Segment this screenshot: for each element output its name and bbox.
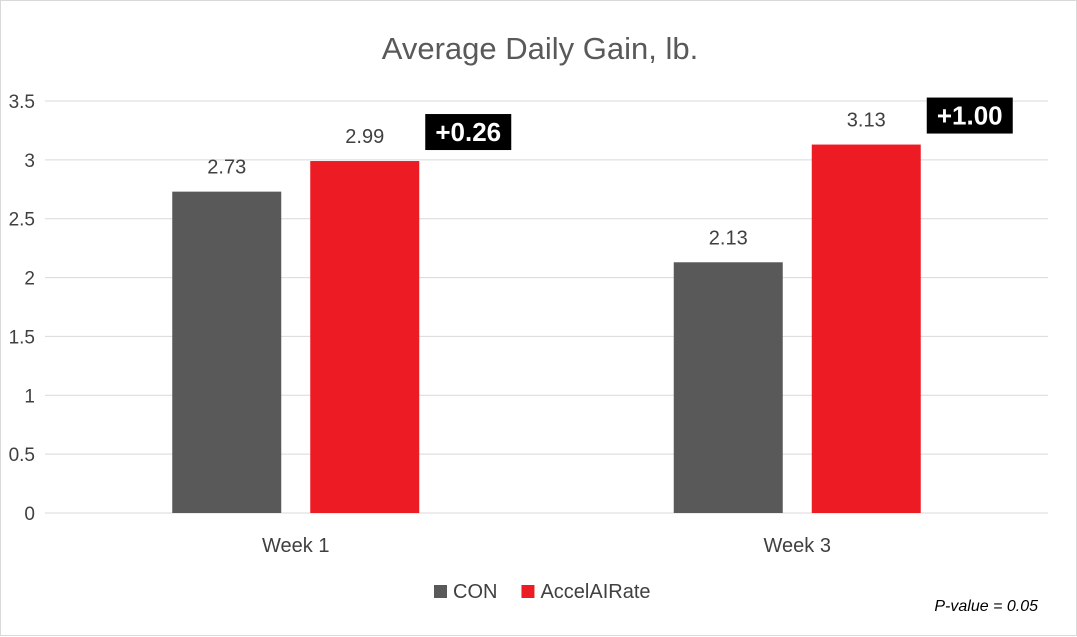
difference-badges: +0.26 +1.00 (425, 97, 1013, 151)
difference-value: +0.26 (435, 117, 501, 147)
legend-swatch (434, 585, 447, 598)
difference-badge: +1.00 (926, 97, 1013, 134)
legend-swatch (521, 585, 535, 598)
y-tick-label: 1.5 (9, 327, 35, 348)
legend-label: AccelAIRate (540, 581, 650, 603)
y-tick-label: 0 (24, 504, 35, 525)
difference-badge-bg (926, 97, 1013, 134)
bar-accelairate-week-1 (310, 161, 420, 513)
x-tick-label: Week 1 (262, 535, 329, 557)
y-tick-label: 0.5 (9, 445, 35, 466)
data-label: 2.73 (207, 157, 246, 179)
legend: CON AccelAIRate (434, 581, 651, 603)
bar-con-week-3 (673, 262, 783, 513)
x-axis-ticks: Week 1 Week 3 (262, 535, 831, 557)
difference-badge-bg (425, 114, 512, 151)
y-axis-ticks: 0 0.5 1 1.5 2 2.5 3 3.5 (9, 92, 35, 525)
bar-con-week-1 (172, 191, 282, 513)
p-value-note: P-value = 0.05 (934, 598, 1038, 615)
data-labels: 2.73 2.99 2.13 3.13 (207, 110, 885, 250)
chart-title: Average Daily Gain, lb. (382, 31, 698, 66)
y-tick-label: 1 (24, 386, 35, 407)
legend-label: CON (453, 581, 497, 603)
data-label: 2.13 (709, 227, 748, 249)
difference-badge: +0.26 (425, 114, 512, 151)
y-tick-label: 3.5 (9, 92, 35, 113)
bar-accelairate-week-3 (811, 144, 921, 513)
bars (172, 144, 921, 513)
y-tick-label: 2.5 (9, 210, 35, 231)
data-label: 3.13 (847, 110, 886, 132)
x-tick-label: Week 3 (764, 535, 831, 557)
difference-value: +1.00 (937, 101, 1003, 131)
y-tick-label: 2 (24, 269, 35, 290)
data-label: 2.99 (345, 126, 384, 148)
y-tick-label: 3 (24, 151, 35, 172)
